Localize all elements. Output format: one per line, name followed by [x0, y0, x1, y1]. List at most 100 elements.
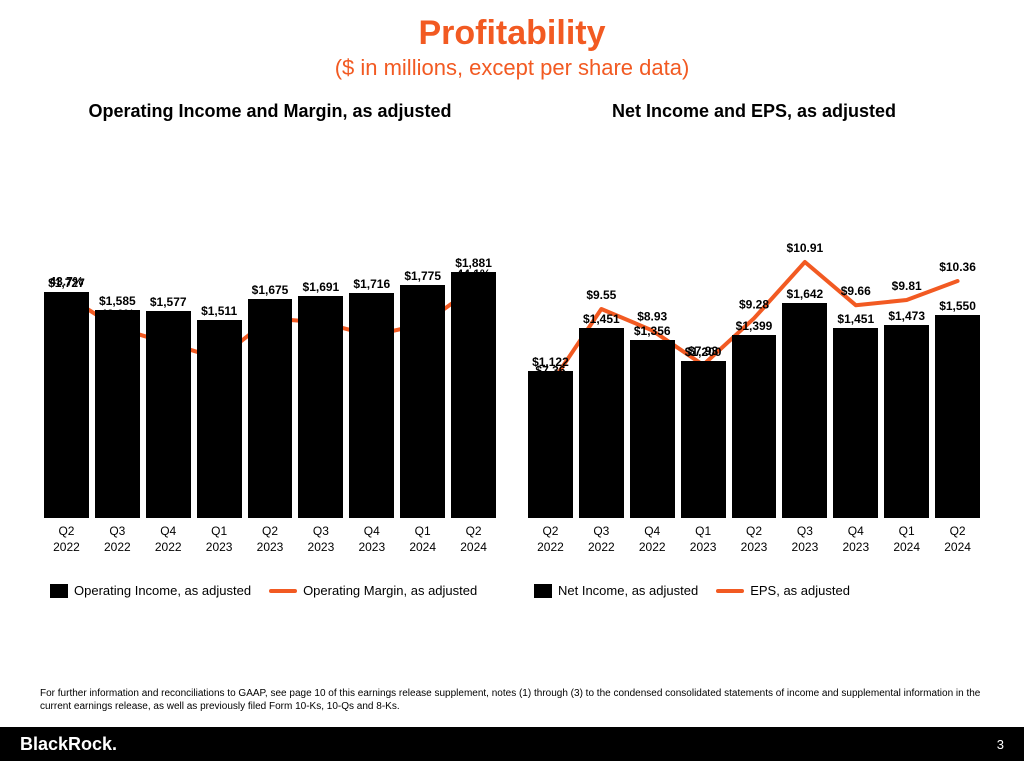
- brand-logo: BlackRock.: [20, 734, 117, 755]
- bar: [884, 325, 929, 518]
- bar-group: $1,881: [451, 272, 496, 518]
- bar-value-label: $1,775: [404, 269, 441, 283]
- chart-legend: Operating Income, as adjusted Operating …: [40, 583, 500, 598]
- bar-value-label: $1,451: [583, 312, 620, 326]
- bar-group: $1,399: [732, 335, 777, 518]
- bar-value-label: $1,642: [787, 287, 824, 301]
- x-axis-label: Q22023: [732, 524, 777, 555]
- bar: [349, 293, 394, 518]
- x-axis-label: Q42022: [630, 524, 675, 555]
- bar-value-label: $1,451: [837, 312, 874, 326]
- line-value-label: $8.93: [637, 309, 667, 323]
- bar: [146, 311, 191, 518]
- slide-footer: BlackRock. 3: [0, 727, 1024, 761]
- bar-value-label: $1,716: [353, 277, 390, 291]
- bar-group: $1,473: [884, 325, 929, 518]
- bar: [732, 335, 777, 518]
- legend-label: EPS, as adjusted: [750, 583, 850, 598]
- bar: [44, 292, 89, 518]
- chart-plot-area: $7.36$9.55$8.93$7.93$9.28$10.91$9.66$9.8…: [524, 138, 984, 518]
- bar-group: $1,356: [630, 340, 675, 518]
- x-axis-label: Q22024: [935, 524, 980, 555]
- bar-value-label: $1,691: [303, 280, 340, 294]
- bar-value-label: $1,577: [150, 295, 187, 309]
- bar-group: $1,451: [833, 328, 878, 518]
- bar: [248, 299, 293, 518]
- x-axis-label: Q32022: [579, 524, 624, 555]
- bar-value-label: $1,399: [736, 319, 773, 333]
- bar-group: $1,200: [681, 361, 726, 518]
- x-axis-labels: Q22022Q32022Q42022Q12023Q22023Q32023Q420…: [40, 518, 500, 555]
- bar-group: $1,511: [197, 320, 242, 518]
- slide-subtitle: ($ in millions, except per share data): [0, 55, 1024, 81]
- line-value-label: $9.28: [739, 297, 769, 311]
- bar: [451, 272, 496, 518]
- charts-row: Operating Income and Margin, as adjusted…: [0, 81, 1024, 598]
- bar: [935, 315, 980, 518]
- x-axis-labels: Q22022Q32022Q42022Q12023Q22023Q32023Q420…: [524, 518, 984, 555]
- bar-value-label: $1,675: [252, 283, 289, 297]
- line-value-label: $9.66: [841, 284, 871, 298]
- x-axis-label: Q42022: [146, 524, 191, 555]
- bar: [630, 340, 675, 518]
- bar-value-label: $1,200: [685, 345, 722, 359]
- chart-legend: Net Income, as adjusted EPS, as adjusted: [524, 583, 984, 598]
- bar-group: $1,577: [146, 311, 191, 518]
- legend-label: Operating Margin, as adjusted: [303, 583, 477, 598]
- bar: [95, 310, 140, 518]
- x-axis-label: Q32023: [782, 524, 827, 555]
- legend-swatch-bar: [50, 584, 68, 598]
- bar-group: $1,775: [400, 285, 445, 518]
- legend-item-line: Operating Margin, as adjusted: [269, 583, 477, 598]
- legend-label: Net Income, as adjusted: [558, 583, 698, 598]
- x-axis-label: Q22024: [451, 524, 496, 555]
- x-axis-label: Q22022: [528, 524, 573, 555]
- bar: [681, 361, 726, 518]
- line-value-label: $9.55: [586, 288, 616, 302]
- legend-item-line: EPS, as adjusted: [716, 583, 850, 598]
- bar: [528, 371, 573, 518]
- legend-swatch-line: [716, 589, 744, 593]
- bar-group: $1,451: [579, 328, 624, 518]
- bar: [782, 303, 827, 518]
- legend-swatch-bar: [534, 584, 552, 598]
- bar-group: $1,550: [935, 315, 980, 518]
- line-value-label: $9.81: [892, 279, 922, 293]
- bar-value-label: $1,356: [634, 324, 671, 338]
- bar: [833, 328, 878, 518]
- x-axis-label: Q22022: [44, 524, 89, 555]
- bar: [400, 285, 445, 518]
- legend-item-bar: Operating Income, as adjusted: [50, 583, 251, 598]
- x-axis-label: Q42023: [833, 524, 878, 555]
- chart-title: Operating Income and Margin, as adjusted: [40, 101, 500, 122]
- x-axis-label: Q32022: [95, 524, 140, 555]
- bar-value-label: $1,727: [48, 276, 85, 290]
- line-value-label: $10.36: [939, 260, 976, 274]
- bar-group: $1,642: [782, 303, 827, 518]
- chart-operating-income: Operating Income and Margin, as adjusted…: [40, 101, 500, 598]
- bar-value-label: $1,585: [99, 294, 136, 308]
- x-axis-label: Q42023: [349, 524, 394, 555]
- chart-plot-area: 43.7%42.0%41.2%40.4%42.5%42.3%41.6%42.2%…: [40, 138, 500, 518]
- page-number: 3: [997, 737, 1004, 752]
- bar: [197, 320, 242, 518]
- slide-header: Profitability ($ in millions, except per…: [0, 0, 1024, 81]
- bar-value-label: $1,881: [455, 256, 492, 270]
- x-axis-label: Q22023: [248, 524, 293, 555]
- bar-group: $1,716: [349, 293, 394, 518]
- bar-group: $1,727: [44, 292, 89, 518]
- x-axis-label: Q32023: [298, 524, 343, 555]
- bar-value-label: $1,473: [888, 309, 925, 323]
- bar-value-label: $1,550: [939, 299, 976, 313]
- legend-swatch-line: [269, 589, 297, 593]
- x-axis-label: Q12023: [197, 524, 242, 555]
- legend-item-bar: Net Income, as adjusted: [534, 583, 698, 598]
- slide-title: Profitability: [0, 14, 1024, 53]
- bar-group: $1,691: [298, 296, 343, 518]
- bar: [298, 296, 343, 518]
- line-value-label: $10.91: [787, 241, 824, 255]
- bar-value-label: $1,122: [532, 355, 569, 369]
- footnote: For further information and reconciliati…: [40, 687, 984, 713]
- bar: [579, 328, 624, 518]
- bar-group: $1,122: [528, 371, 573, 518]
